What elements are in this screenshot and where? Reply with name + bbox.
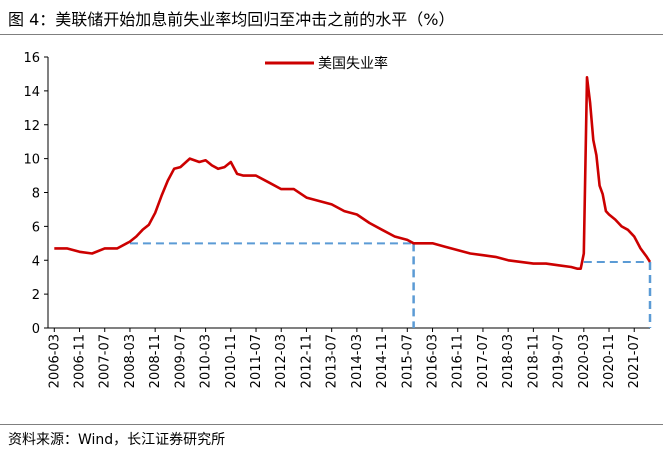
- x-tick-label: 2012-11: [299, 334, 314, 388]
- y-tick-label: 8: [32, 187, 40, 202]
- x-tick-label: 2010-11: [224, 334, 239, 388]
- legend-label: 美国失业率: [318, 55, 388, 72]
- x-tick-label: 2008-11: [148, 334, 163, 388]
- y-tick-label: 16: [23, 51, 40, 66]
- x-axis-ticks: 2006-03 2006-11 2007-07 2008-03 2008-11 2009-…: [47, 328, 642, 388]
- x-tick-label: 2016-03: [426, 334, 441, 388]
- y-tick-label: 2: [32, 288, 40, 303]
- x-tick-label: 2007-07: [98, 334, 113, 388]
- y-tick-label: 14: [23, 85, 40, 100]
- y-tick-label: 10: [23, 153, 40, 168]
- x-tick-label: 2018-11: [526, 334, 541, 388]
- legend: 美国失业率: [265, 55, 388, 72]
- x-tick-label: 2013-07: [325, 334, 340, 388]
- x-tick-label: 2015-07: [400, 334, 415, 388]
- y-axis-ticks: 0 2 4 6 8 10 12 14 16: [23, 51, 48, 337]
- y-tick-label: 12: [23, 119, 40, 134]
- footer-divider: [0, 424, 663, 425]
- x-tick-label: 2016-11: [451, 334, 466, 388]
- x-tick-label: 2017-07: [476, 334, 491, 388]
- y-tick-label: 4: [32, 254, 40, 269]
- reference-lines: [129, 242, 652, 328]
- x-tick-label: 2011-07: [249, 334, 264, 388]
- x-tick-label: 2008-03: [123, 334, 138, 388]
- x-tick-label: 2020-03: [577, 334, 592, 388]
- x-tick-label: 2018-03: [501, 334, 516, 388]
- x-tick-label: 2010-03: [199, 334, 214, 388]
- chart-title: 图 4：美联储开始加息前失业率均回归至冲击之前的水平（%）: [8, 10, 455, 29]
- x-tick-label: 2006-03: [47, 334, 62, 388]
- x-tick-label: 2009-07: [173, 334, 188, 388]
- series-line-unemployment: [54, 76, 652, 271]
- x-tick-label: 2021-07: [627, 334, 642, 388]
- y-tick-label: 0: [32, 322, 40, 337]
- x-tick-label: 2014-03: [350, 334, 365, 388]
- x-tick-label: 2014-11: [375, 334, 390, 388]
- source-note: 资料来源：Wind，长江证券研究所: [8, 432, 226, 448]
- title-divider: [0, 34, 663, 35]
- x-tick-label: 2006-11: [73, 334, 88, 388]
- x-tick-label: 2012-03: [274, 334, 289, 388]
- x-tick-label: 2019-07: [552, 334, 567, 388]
- y-tick-label: 6: [32, 220, 40, 235]
- x-tick-label: 2020-11: [602, 334, 617, 388]
